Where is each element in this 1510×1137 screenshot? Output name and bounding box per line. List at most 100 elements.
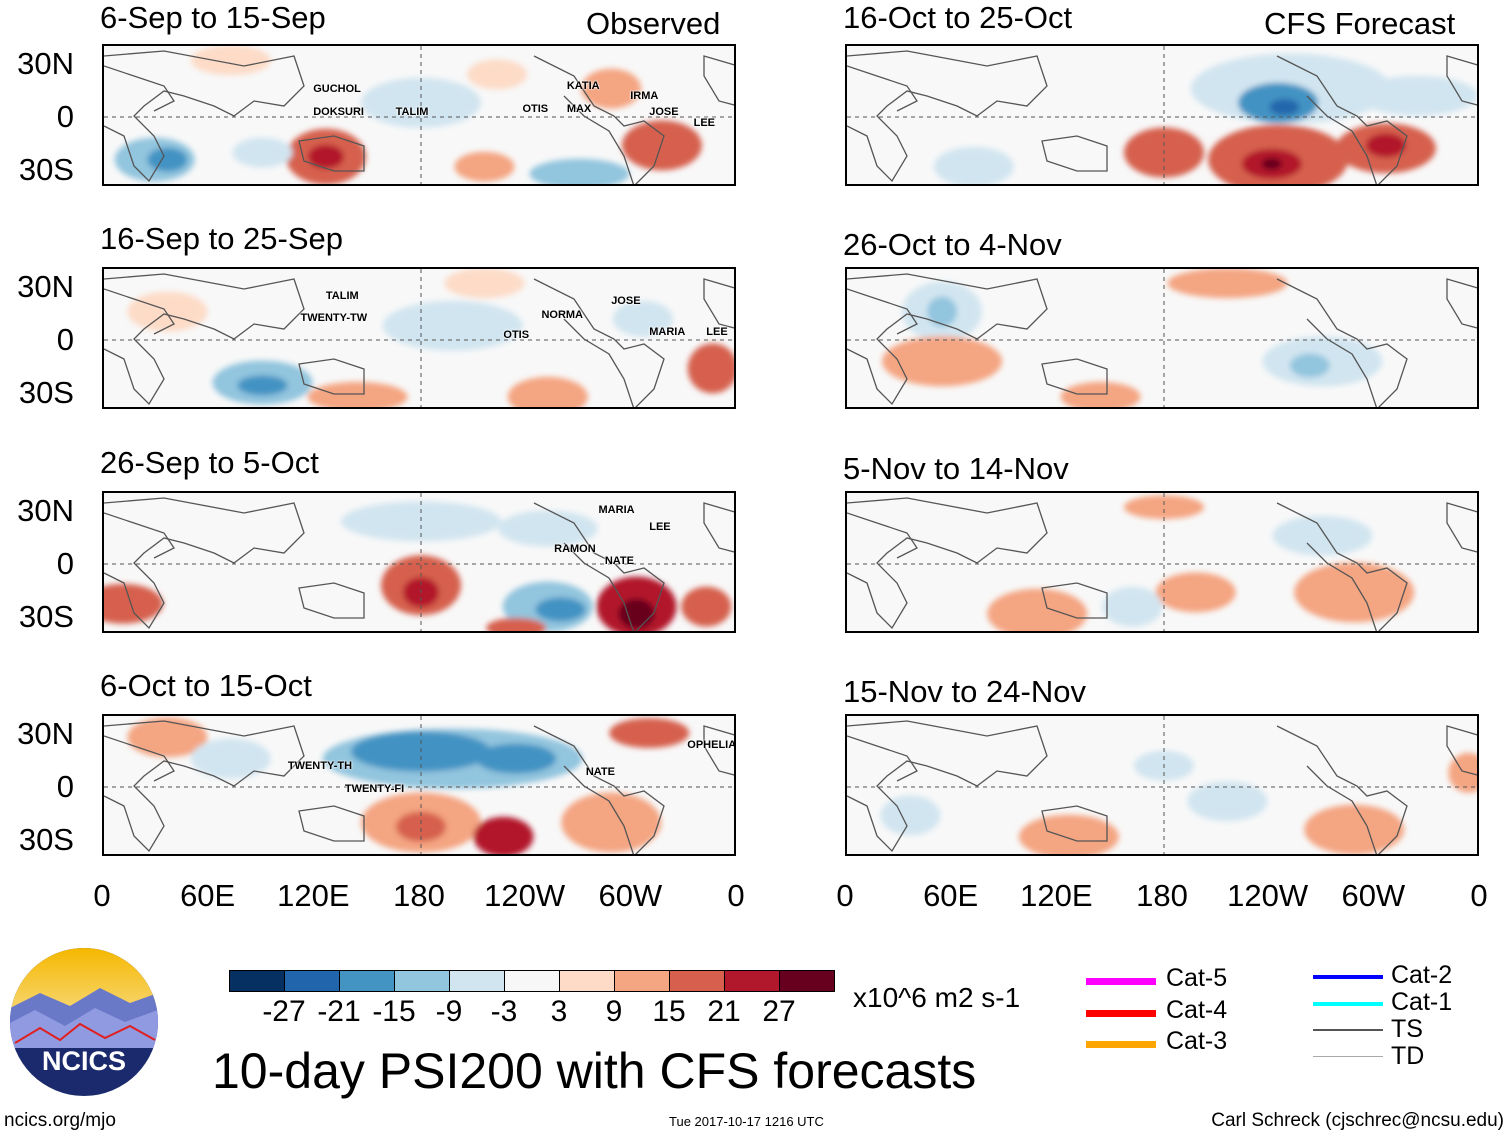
storm-label: LEE [693,117,716,129]
map-panel: TWENTY-TH TWENTY-FI NATE OPHELIA [102,714,736,856]
coastlines [104,720,734,854]
colorbar-label: 3 [550,995,568,1028]
colorbar-label: -9 [435,995,463,1028]
storm-label: LEE [706,325,728,338]
anomaly-contour [927,296,958,327]
anomaly-contour [237,375,288,396]
lon-tick-label: 60E [180,878,236,913]
anomaly-contour [307,381,408,407]
legend-label: TS [1391,1015,1423,1043]
storm-label: OTIS [522,102,549,115]
storm-label: TWENTY-FI [344,782,405,795]
anomaly-contour [127,717,208,758]
legend-line [1086,1041,1156,1048]
lat-tick-label: 30N [17,269,74,304]
lat-tick-label: 0 [56,546,74,581]
coastlines [104,273,734,407]
anomaly-contour [561,792,662,853]
anomaly-contour [1272,515,1373,556]
anomaly-contour [581,68,642,109]
coastlines [847,273,1477,407]
anomaly-contour [190,738,271,779]
storm-label: TWENTY-TW [300,311,368,324]
anomaly-contour [621,120,702,171]
lat-tick-label: 30S [18,152,74,187]
anomaly-contour [147,147,188,172]
colorbar-label: -21 [317,995,361,1028]
lon-tick-label: 60W [598,878,663,913]
colorbar-swatch [449,970,505,992]
panel-title: 6-Oct to 15-Oct [100,668,312,703]
colorbar-label: 21 [707,995,741,1028]
storm-label: NORMA [541,308,584,321]
anomaly-contour [1448,752,1477,793]
anomaly-contour [535,597,586,622]
map-panel [845,44,1479,186]
anomaly-contour [687,343,734,394]
footer-timestamp: Tue 2017-10-17 1216 UTC [669,1114,824,1129]
anomaly-contour [1187,781,1268,822]
legend-label: Cat-4 [1166,996,1228,1024]
colorbar-label: -3 [490,995,518,1028]
map-panel [845,267,1479,409]
storm-label: TALIM [395,105,429,118]
anomaly-contour [382,300,523,351]
anomaly-contour [880,795,941,836]
anomaly-contour [1304,804,1405,854]
anomaly-contour [1167,269,1288,299]
anomaly-contour [396,811,446,842]
units-label: x10^6 m2 s-1 [853,982,1021,1013]
storm-label: KATIA [566,80,600,93]
legend-line [1313,1029,1383,1031]
panel-title: 6-Sep to 15-Sep [100,0,326,35]
anomaly-contour [612,300,673,337]
legend-label: Cat-2 [1391,961,1453,989]
lon-tick-label: 60E [923,878,979,913]
storm-label: OPHELIA [687,738,736,751]
anomaly-contour [127,291,208,332]
legend-label: TD [1391,1042,1425,1070]
lat-tick-label: 0 [56,322,74,357]
anomaly-contour [609,718,690,749]
lon-tick-label: 120E [277,878,350,913]
storm-label: MAX [566,102,592,115]
lat-tick-label: 30S [18,822,74,857]
anomaly-contour [1365,133,1406,158]
anomaly-contour [497,510,598,547]
colorbar-label: 15 [652,995,686,1028]
panel-title: 16-Sep to 25-Sep [100,221,344,256]
map-panel [845,714,1479,856]
lat-tick-label: 30S [18,375,74,410]
anomaly-contour [473,816,534,854]
anomaly-contour [232,137,293,168]
storm-label: MARIA [598,504,635,517]
colorbar-swatch [779,970,835,992]
anomaly-contour [1018,814,1119,854]
lon-tick-label: 0 [1470,878,1488,913]
anomaly-contour [454,151,515,182]
anomaly-contour [882,336,1003,387]
lat-tick-label: 30N [17,716,74,751]
storm-label: JOSE [649,105,679,118]
map-panel: TALIM TWENTY-TW JOSE OTIS NORMA MARIA LEE [102,267,736,409]
legend-label: Cat-1 [1391,988,1453,1016]
footer-url[interactable]: ncics.org/mjo [4,1110,116,1131]
storm-label: TALIM [325,290,359,303]
colorbar-swatch [724,970,780,992]
lon-tick-label: 120W [1227,878,1309,913]
lat-tick-label: 30S [18,599,74,634]
anomaly-contour [476,743,557,774]
coastlines [847,497,1477,631]
storm-label: GUCHOL [313,82,361,95]
anomaly-contour [467,59,528,90]
anomaly-contour [307,144,344,169]
lon-tick-label: 60W [1341,878,1406,913]
lon-tick-label: 180 [1136,878,1188,913]
colorbar-label: 9 [605,995,623,1028]
lat-tick-label: 30N [17,46,74,81]
figure-title: 10-day PSI200 with CFS forecasts [212,1043,977,1099]
legend-line [1086,1010,1156,1017]
lat-tick-label: 30N [17,493,74,528]
anomaly-contour [933,146,1014,184]
legend-line [1313,975,1383,979]
